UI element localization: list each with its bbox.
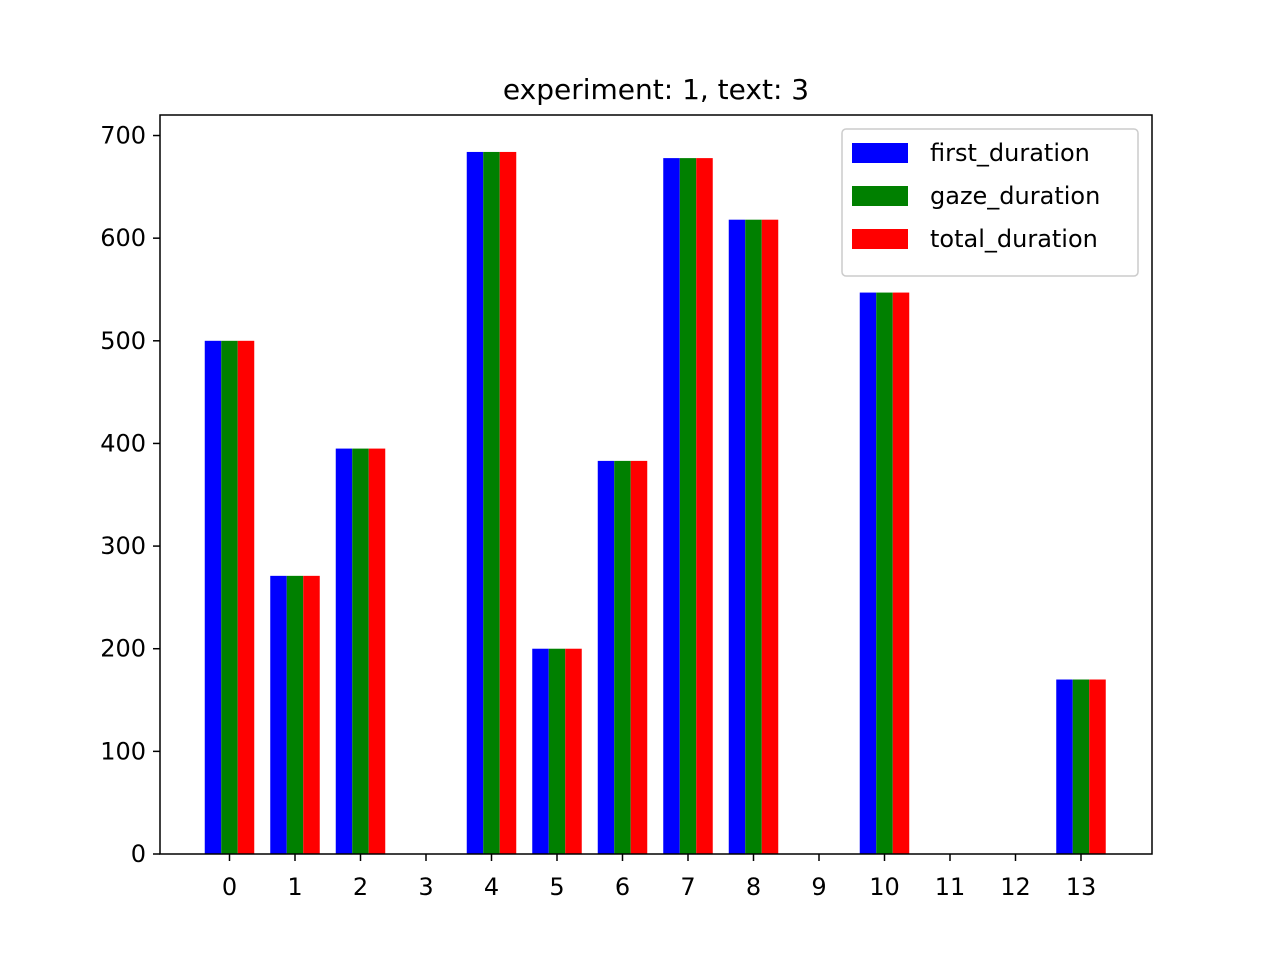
- x-tick-label: 5: [549, 873, 564, 901]
- bar-first_duration-0: [204, 340, 222, 854]
- bar-gaze_duration-5: [548, 648, 566, 854]
- x-tick-label: 3: [418, 873, 433, 901]
- bar-first_duration-4: [466, 151, 484, 854]
- legend-label-first_duration: first_duration: [930, 139, 1090, 167]
- legend: first_duration gaze_duration total_duratio…: [841, 128, 1139, 277]
- x-tick-label: 9: [811, 873, 826, 901]
- bar-total_duration-6: [630, 460, 648, 854]
- bar-first_duration-13: [1056, 679, 1073, 854]
- bar-gaze_duration-2: [352, 448, 369, 854]
- bar-total_duration-2: [368, 448, 386, 854]
- bar-total_duration-10: [892, 292, 910, 854]
- y-tick-label: 400: [100, 429, 146, 457]
- x-tick-label: 10: [869, 873, 900, 901]
- bar-total_duration-1: [303, 575, 320, 854]
- x-tick-label: 11: [935, 873, 966, 901]
- bar-first_duration-7: [663, 158, 680, 855]
- y-tick-label: 200: [100, 635, 146, 663]
- x-tick-label: 6: [615, 873, 630, 901]
- x-axis: 0 1 2 3 4 5 6 7 8 9 10 11 12 13: [222, 854, 1096, 901]
- legend-label-gaze_duration: gaze_duration: [930, 182, 1100, 210]
- y-axis: 0 100 200 300 400 500 600 700: [100, 122, 160, 868]
- y-tick-label: 600: [100, 224, 146, 252]
- bar-total_duration-13: [1089, 679, 1106, 854]
- bar-total_duration-7: [696, 158, 713, 855]
- bar-total_duration-0: [237, 340, 255, 854]
- bar-gaze_duration-4: [483, 151, 500, 854]
- x-tick-label: 0: [222, 873, 237, 901]
- legend-swatch-total_duration: [852, 229, 908, 249]
- bar-gaze_duration-6: [614, 460, 631, 854]
- bar-gaze_duration-10: [876, 292, 893, 854]
- bar-first_duration-6: [597, 460, 615, 854]
- y-tick-label: 0: [131, 840, 146, 868]
- y-tick-label: 500: [100, 327, 146, 355]
- y-tick-label: 300: [100, 532, 146, 560]
- bar-first_duration-8: [728, 219, 746, 854]
- bar-gaze_duration-1: [286, 575, 304, 854]
- bar-first_duration-5: [532, 648, 549, 854]
- x-tick-label: 2: [353, 873, 368, 901]
- legend-swatch-gaze_duration: [852, 186, 908, 206]
- x-tick-label: 4: [484, 873, 499, 901]
- bar-first_duration-10: [859, 292, 877, 854]
- bar-gaze_duration-7: [679, 158, 697, 855]
- bar-total_duration-4: [499, 151, 517, 854]
- legend-frame: [841, 128, 1139, 277]
- y-tick-label: 100: [100, 737, 146, 765]
- x-tick-label: 8: [746, 873, 761, 901]
- chart-title: experiment: 1, text: 3: [503, 73, 809, 106]
- bar-first_duration-1: [270, 575, 287, 854]
- bar-gaze_duration-13: [1072, 679, 1090, 854]
- plot-frame: [159, 114, 1153, 855]
- x-tick-label: 13: [1066, 873, 1097, 901]
- legend-swatch-first_duration: [852, 143, 908, 163]
- bar-total_duration-8: [761, 219, 779, 854]
- bar-gaze_duration-8: [745, 219, 762, 854]
- bars-layer: [204, 151, 1106, 855]
- x-tick-label: 7: [680, 873, 695, 901]
- x-tick-label: 1: [287, 873, 302, 901]
- x-tick-label: 12: [1000, 873, 1031, 901]
- legend-label-total_duration: total_duration: [930, 225, 1098, 253]
- bar-gaze_duration-0: [221, 340, 238, 854]
- bar-total_duration-5: [565, 648, 582, 854]
- y-tick-label: 700: [100, 122, 146, 150]
- bar-first_duration-2: [335, 448, 353, 854]
